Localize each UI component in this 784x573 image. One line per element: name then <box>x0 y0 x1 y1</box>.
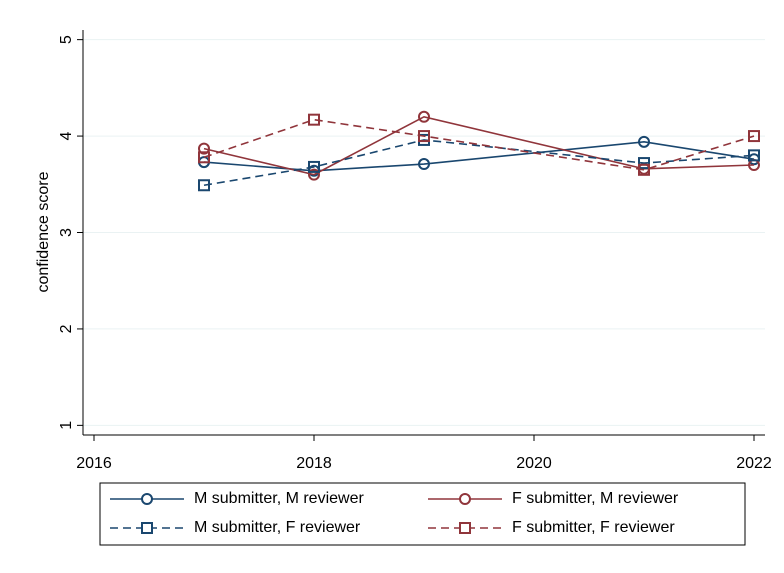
y-tick-label: 5 <box>58 35 75 44</box>
y-tick-label: 3 <box>58 228 75 237</box>
point-marker <box>308 113 320 126</box>
point-marker <box>198 142 210 155</box>
line <box>203 139 755 187</box>
line <box>203 115 755 176</box>
point-marker <box>418 110 430 123</box>
point-marker <box>748 149 760 162</box>
point-marker <box>308 168 320 181</box>
line <box>203 118 755 171</box>
point-marker <box>638 135 650 148</box>
point-marker <box>418 158 430 171</box>
point-marker <box>198 151 210 164</box>
point-marker <box>748 130 760 143</box>
x-tick-label: 2018 <box>296 455 332 472</box>
legend-marker <box>141 522 153 534</box>
legend-label: M submitter, F reviewer <box>194 519 361 536</box>
point-marker <box>638 163 650 176</box>
legend-marker <box>141 493 153 505</box>
point-marker <box>198 179 210 192</box>
legend-marker <box>459 493 471 505</box>
legend-box <box>99 482 746 546</box>
legend-marker <box>459 522 471 534</box>
y-tick-label: 4 <box>58 132 75 141</box>
y-tick-label: 1 <box>58 421 75 430</box>
y-axis-label: confidence score <box>35 171 52 292</box>
x-tick-label: 2016 <box>76 455 112 472</box>
y-tick-label: 2 <box>58 324 75 333</box>
x-tick-label: 2020 <box>516 455 552 472</box>
point-marker <box>308 160 320 173</box>
x-tick-label: 2022 <box>736 455 772 472</box>
legend-label: M submitter, M reviewer <box>194 490 364 507</box>
legend-label: F submitter, M reviewer <box>512 490 679 507</box>
point-marker <box>418 130 430 143</box>
point-marker <box>638 157 650 170</box>
legend-label: F submitter, F reviewer <box>512 519 675 536</box>
line <box>203 141 755 172</box>
